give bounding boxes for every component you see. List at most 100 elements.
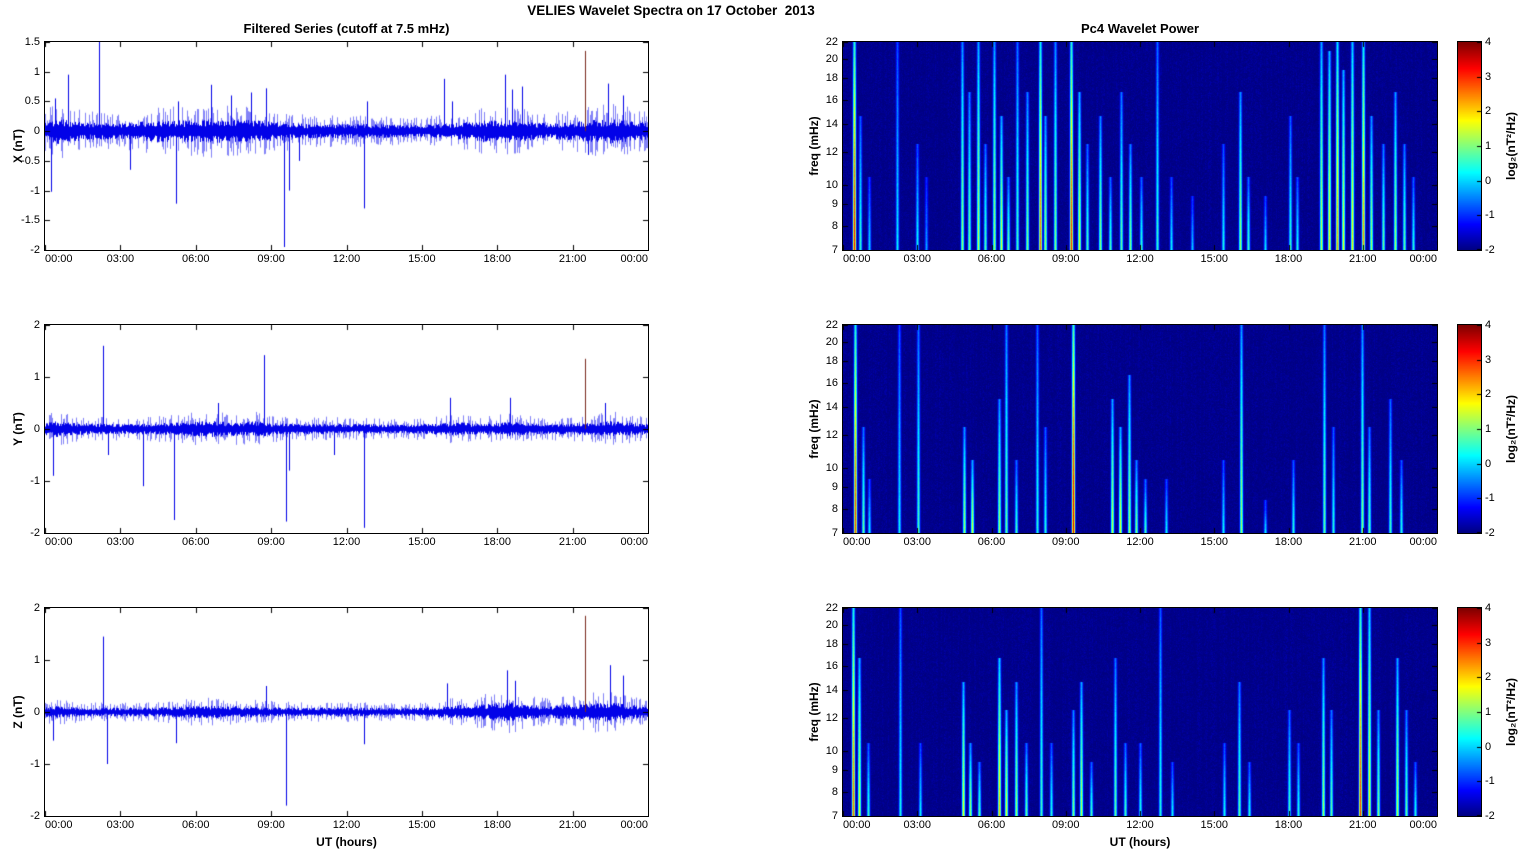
- y-spectrogram-plot: [842, 324, 1438, 534]
- y-tick-label: -1: [30, 475, 40, 487]
- y-tick-label: -2: [30, 527, 40, 539]
- left-xaxis-label: UT (hours): [316, 835, 377, 849]
- x-tick-label: 06:00: [181, 253, 210, 265]
- colorbar-tick-label: -2: [1485, 527, 1495, 539]
- colorbar-y-label: log₂(nT²/Hz): [1504, 395, 1518, 463]
- x-tick-label: 15:00: [1200, 536, 1229, 548]
- y-tick-label: 7: [831, 527, 838, 539]
- colorbar-x-label: log₂(nT²/Hz): [1504, 112, 1518, 180]
- x-tick-label: 12:00: [1126, 819, 1154, 831]
- x-tick-label: 21:00: [558, 253, 587, 265]
- x-tick-label: 18:00: [483, 819, 512, 831]
- x-tick-label: 00:00: [620, 253, 648, 265]
- x-tick-label: 03:00: [106, 253, 135, 265]
- y-tick-label: 10: [825, 745, 838, 758]
- x-tick-label: 06:00: [181, 536, 210, 548]
- x-tick-label: 03:00: [106, 819, 135, 831]
- colorbar-tick-label: 3: [1485, 636, 1492, 649]
- x-tick-label: 03:00: [903, 536, 932, 548]
- y-tick-label: 0: [33, 706, 40, 718]
- colorbar-z-label: log₂(nT²/Hz): [1504, 678, 1518, 746]
- colorbar-tick-label: 4: [1485, 602, 1492, 614]
- y-tick-label: -1: [30, 758, 40, 770]
- x-tick-label: 03:00: [903, 819, 932, 831]
- colorbar-tick-label: 2: [1485, 105, 1492, 118]
- x-tick-label: 12:00: [1126, 253, 1154, 265]
- y-tick-label: 9: [831, 198, 838, 211]
- panel-y-spectrogram: freq (mHz) 00:00 03:00 06:00 09:00 12:00 15:0…: [807, 319, 1438, 548]
- y-tick-label: 0: [33, 423, 40, 435]
- x-tick-label: 00:00: [843, 536, 871, 548]
- y-tick-label: 10: [825, 179, 838, 192]
- y-tick-label: -2: [30, 810, 40, 822]
- x-tick-label: 18:00: [1274, 819, 1303, 831]
- y-tick-label: 20: [825, 336, 838, 349]
- y-tick-label: 9: [831, 481, 838, 494]
- panel-z-spectrogram: freq (mHz) UT (hours) 00:00 03:00 06:00 09:…: [807, 602, 1438, 849]
- colorbar-tick-label: -2: [1485, 244, 1495, 256]
- y-tick-label: 18: [825, 355, 838, 368]
- x-tick-label: 06:00: [181, 819, 210, 831]
- x-tick-label: 15:00: [1200, 253, 1229, 265]
- y-tick-label: 14: [825, 401, 838, 414]
- colorbar-x: log₂(nT²/Hz) 4 3 2 1 0 -1 -2: [1457, 36, 1518, 256]
- x-tick-label: 00:00: [620, 536, 648, 548]
- y-tick-label: 16: [825, 376, 838, 389]
- colorbar-tick-label: 1: [1485, 140, 1492, 152]
- x-tick-label: 00:00: [1409, 253, 1437, 265]
- x-tick-label: 21:00: [1348, 253, 1377, 265]
- y-tick-label: 10: [825, 462, 838, 475]
- x-tick-label: 12:00: [1126, 536, 1154, 548]
- y-series-ylabel: Y (nT): [11, 412, 25, 446]
- colorbar-tick-label: 3: [1485, 353, 1492, 366]
- colorbar-x-gradient: [1457, 41, 1482, 251]
- z-spectrogram-plot: [842, 607, 1438, 817]
- x-tick-label: 00:00: [1409, 819, 1437, 831]
- x-tick-label: 21:00: [1348, 536, 1377, 548]
- right-xaxis-label: UT (hours): [1109, 835, 1171, 849]
- y-tick-label: 12: [825, 429, 838, 442]
- y-tick-label: 16: [825, 93, 838, 106]
- x-tick-label: 18:00: [483, 253, 512, 265]
- x-tick-label: 15:00: [408, 536, 436, 548]
- panel-x-spectrogram: Pc4 Wavelet Power freq (mHz) 00:00 03:00 0…: [807, 21, 1438, 265]
- x-tick-label: 09:00: [257, 536, 285, 548]
- x-tick-label: 21:00: [558, 536, 587, 548]
- colorbar-y: log₂(nT²/Hz) 4 3 2 1 0 -1 -2: [1457, 319, 1518, 539]
- x-tick-label: 03:00: [106, 536, 135, 548]
- y-tick-label: 1.5: [24, 36, 40, 48]
- y-tick-label: -0.5: [21, 154, 40, 167]
- panel-z-series: Z (nT) UT (hours) 00:00 03:00 06:00 09:00 12…: [11, 602, 649, 849]
- x-tick-label: 00:00: [45, 536, 73, 548]
- y-tick-label: 12: [825, 712, 838, 725]
- x-tick-label: 06:00: [977, 819, 1006, 831]
- x-tick-label: 00:00: [45, 253, 73, 265]
- y-tick-label: -1: [30, 184, 40, 197]
- x-tick-label: 00:00: [1409, 536, 1437, 548]
- x-tick-label: 00:00: [843, 253, 871, 265]
- x-tick-label: 00:00: [620, 819, 648, 831]
- colorbar-tick-label: 1: [1485, 706, 1492, 718]
- x-tick-label: 18:00: [1274, 536, 1303, 548]
- colorbar-tick-label: 0: [1485, 174, 1492, 187]
- y-tick-label: 22: [825, 36, 838, 48]
- x-tick-label: 06:00: [977, 536, 1006, 548]
- y-tick-label: 1: [33, 371, 40, 383]
- y-tick-label: 9: [831, 764, 838, 777]
- x-tick-label: 09:00: [257, 253, 285, 265]
- y-series-plot: [44, 324, 649, 534]
- y-tick-label: 14: [825, 118, 838, 131]
- x-tick-label: 06:00: [977, 253, 1006, 265]
- y-tick-label: 16: [825, 659, 838, 672]
- colorbar-tick-label: 0: [1485, 457, 1492, 470]
- filtered-series-title: Filtered Series (cutoff at 7.5 mHz): [243, 21, 450, 36]
- y-tick-label: 20: [825, 53, 838, 66]
- pc4-wavelet-power-title: Pc4 Wavelet Power: [1080, 21, 1199, 36]
- y-tick-label: 18: [825, 72, 838, 85]
- y-tick-label: 22: [825, 319, 838, 331]
- y-tick-label: 2: [33, 319, 40, 331]
- y-tick-label: 8: [831, 785, 838, 798]
- z-spectrogram-ylabel: freq (mHz): [807, 682, 821, 742]
- colorbar-tick-label: 2: [1485, 671, 1492, 684]
